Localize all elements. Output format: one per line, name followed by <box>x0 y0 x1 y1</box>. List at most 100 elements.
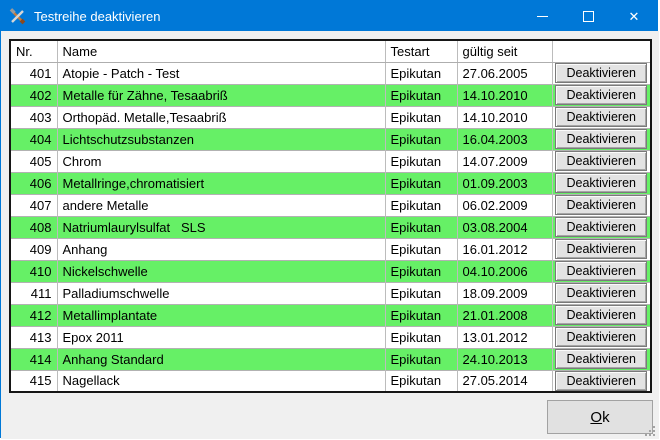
dialog-client-area: Nr. Name Testart gültig seit 401 Atopie -… <box>1 31 659 439</box>
table-row: 408 Natriumlaurylsulfat SLS Epikutan 03.08.… <box>10 215 651 238</box>
cell-name: Metallringe,chromatisiert <box>56 171 385 194</box>
table-row: 402 Metalle für Zähne, Tesaabriß Epikutan 1… <box>10 83 651 106</box>
cell-testart: Epikutan <box>384 281 457 304</box>
cell-name: Nickelschwelle <box>56 259 385 282</box>
cell-nr: 406 <box>10 171 57 194</box>
table-row: 404 Lichtschutzsubstanzen Epikutan 16.04.20… <box>10 127 651 150</box>
cell-nr: 405 <box>10 149 57 172</box>
deactivate-button[interactable]: Deaktivieren <box>555 151 648 171</box>
maximize-button[interactable] <box>565 1 611 31</box>
cell-name: andere Metalle <box>56 193 385 216</box>
test-series-table: Nr. Name Testart gültig seit 401 Atopie -… <box>9 39 652 393</box>
table-row: 406 Metallringe,chromatisiert Epikutan 01.0… <box>10 171 651 194</box>
table-row: 413 Epox 2011 Epikutan 13.01.2012 Deaktivier… <box>10 325 651 348</box>
cell-name: Metalle für Zähne, Tesaabriß <box>56 83 385 106</box>
cell-name: Epox 2011 <box>56 325 385 348</box>
deactivate-button[interactable]: Deaktivieren <box>555 217 648 237</box>
cell-action: Deaktivieren <box>551 259 651 282</box>
ok-button-rest: k <box>602 408 610 426</box>
cell-nr: 414 <box>10 347 57 370</box>
cell-action: Deaktivieren <box>551 281 651 304</box>
cell-date: 18.09.2009 <box>456 281 552 304</box>
cell-date: 01.09.2003 <box>456 171 552 194</box>
cell-nr: 410 <box>10 259 57 282</box>
cell-name: Metallimplantate <box>56 303 385 326</box>
maximize-icon <box>582 10 594 22</box>
cell-testart: Epikutan <box>384 215 457 238</box>
deactivate-button[interactable]: Deaktivieren <box>555 371 648 391</box>
cell-date: 13.01.2012 <box>456 325 552 348</box>
cell-nr: 404 <box>10 127 57 150</box>
resize-grip[interactable] <box>645 426 656 437</box>
cell-action: Deaktivieren <box>551 325 651 348</box>
deactivate-button[interactable]: Deaktivieren <box>555 85 648 105</box>
table-row: 411 Palladiumschwelle Epikutan 18.09.2009 De… <box>10 281 651 304</box>
cell-testart: Epikutan <box>384 369 457 392</box>
cell-action: Deaktivieren <box>551 347 651 370</box>
cell-date: 14.07.2009 <box>456 149 552 172</box>
crossed-tools-icon <box>9 7 26 25</box>
cell-nr: 409 <box>10 237 57 260</box>
table-row: 412 Metallimplantate Epikutan 21.01.2008 Dea… <box>10 303 651 326</box>
cell-name: Anhang Standard <box>56 347 385 370</box>
deactivate-button[interactable]: Deaktivieren <box>555 107 648 127</box>
cell-name: Anhang <box>56 237 385 260</box>
cell-testart: Epikutan <box>384 149 457 172</box>
deactivate-button[interactable]: Deaktivieren <box>555 327 648 347</box>
cell-action: Deaktivieren <box>551 215 651 238</box>
table-row: 409 Anhang Epikutan 16.01.2012 Deaktivieren <box>10 237 651 260</box>
cell-nr: 413 <box>10 325 57 348</box>
header-row: Nr. Name Testart gültig seit <box>10 40 651 63</box>
cell-nr: 401 <box>10 62 57 84</box>
cell-nr: 411 <box>10 281 57 304</box>
window-controls: ✕ <box>519 1 657 31</box>
minimize-button[interactable] <box>519 1 565 31</box>
deactivate-button[interactable]: Deaktivieren <box>555 239 648 259</box>
cell-name: Chrom <box>56 149 385 172</box>
deactivate-button[interactable]: Deaktivieren <box>555 63 648 83</box>
deactivate-button[interactable]: Deaktivieren <box>555 305 648 325</box>
minimize-icon <box>536 15 548 17</box>
titlebar[interactable]: Testreihe deaktivieren ✕ <box>1 1 657 31</box>
cell-action: Deaktivieren <box>551 127 651 150</box>
cell-nr: 412 <box>10 303 57 326</box>
deactivate-button[interactable]: Deaktivieren <box>555 129 648 149</box>
cell-name: Natriumlaurylsulfat SLS <box>56 215 385 238</box>
ok-button[interactable]: Ok <box>547 400 653 434</box>
cell-date: 06.02.2009 <box>456 193 552 216</box>
cell-date: 21.01.2008 <box>456 303 552 326</box>
cell-nr: 407 <box>10 193 57 216</box>
table-row: 405 Chrom Epikutan 14.07.2009 Deaktivieren <box>10 149 651 172</box>
close-button[interactable]: ✕ <box>611 1 657 31</box>
table-row: 410 Nickelschwelle Epikutan 04.10.2006 Deakt… <box>10 259 651 282</box>
cell-action: Deaktivieren <box>551 171 651 194</box>
cell-testart: Epikutan <box>384 259 457 282</box>
cell-date: 04.10.2006 <box>456 259 552 282</box>
cell-action: Deaktivieren <box>551 193 651 216</box>
cell-testart: Epikutan <box>384 105 457 128</box>
column-header-action <box>551 40 651 63</box>
column-header-nr: Nr. <box>10 40 57 63</box>
cell-action: Deaktivieren <box>551 149 651 172</box>
close-icon: ✕ <box>628 8 640 24</box>
deactivate-button[interactable]: Deaktivieren <box>555 349 648 369</box>
deactivate-button[interactable]: Deaktivieren <box>555 261 648 281</box>
cell-date: 14.10.2010 <box>456 105 552 128</box>
cell-name: Atopie - Patch - Test <box>56 62 385 84</box>
cell-action: Deaktivieren <box>551 303 651 326</box>
deactivate-button[interactable]: Deaktivieren <box>555 195 648 215</box>
column-header-gueltig-seit: gültig seit <box>456 40 552 63</box>
cell-testart: Epikutan <box>384 83 457 106</box>
table-row: 414 Anhang Standard Epikutan 24.10.2013 Deak… <box>10 347 651 370</box>
cell-date: 14.10.2010 <box>456 83 552 106</box>
table-row: 403 Orthopäd. Metalle,Tesaabriß Epikutan 14… <box>10 105 651 128</box>
cell-date: 24.10.2013 <box>456 347 552 370</box>
cell-testart: Epikutan <box>384 347 457 370</box>
cell-nr: 402 <box>10 83 57 106</box>
deactivate-button[interactable]: Deaktivieren <box>555 173 648 193</box>
cell-date: 27.06.2005 <box>456 62 552 84</box>
cell-nr: 403 <box>10 105 57 128</box>
deactivate-button[interactable]: Deaktivieren <box>555 283 648 303</box>
cell-testart: Epikutan <box>384 325 457 348</box>
